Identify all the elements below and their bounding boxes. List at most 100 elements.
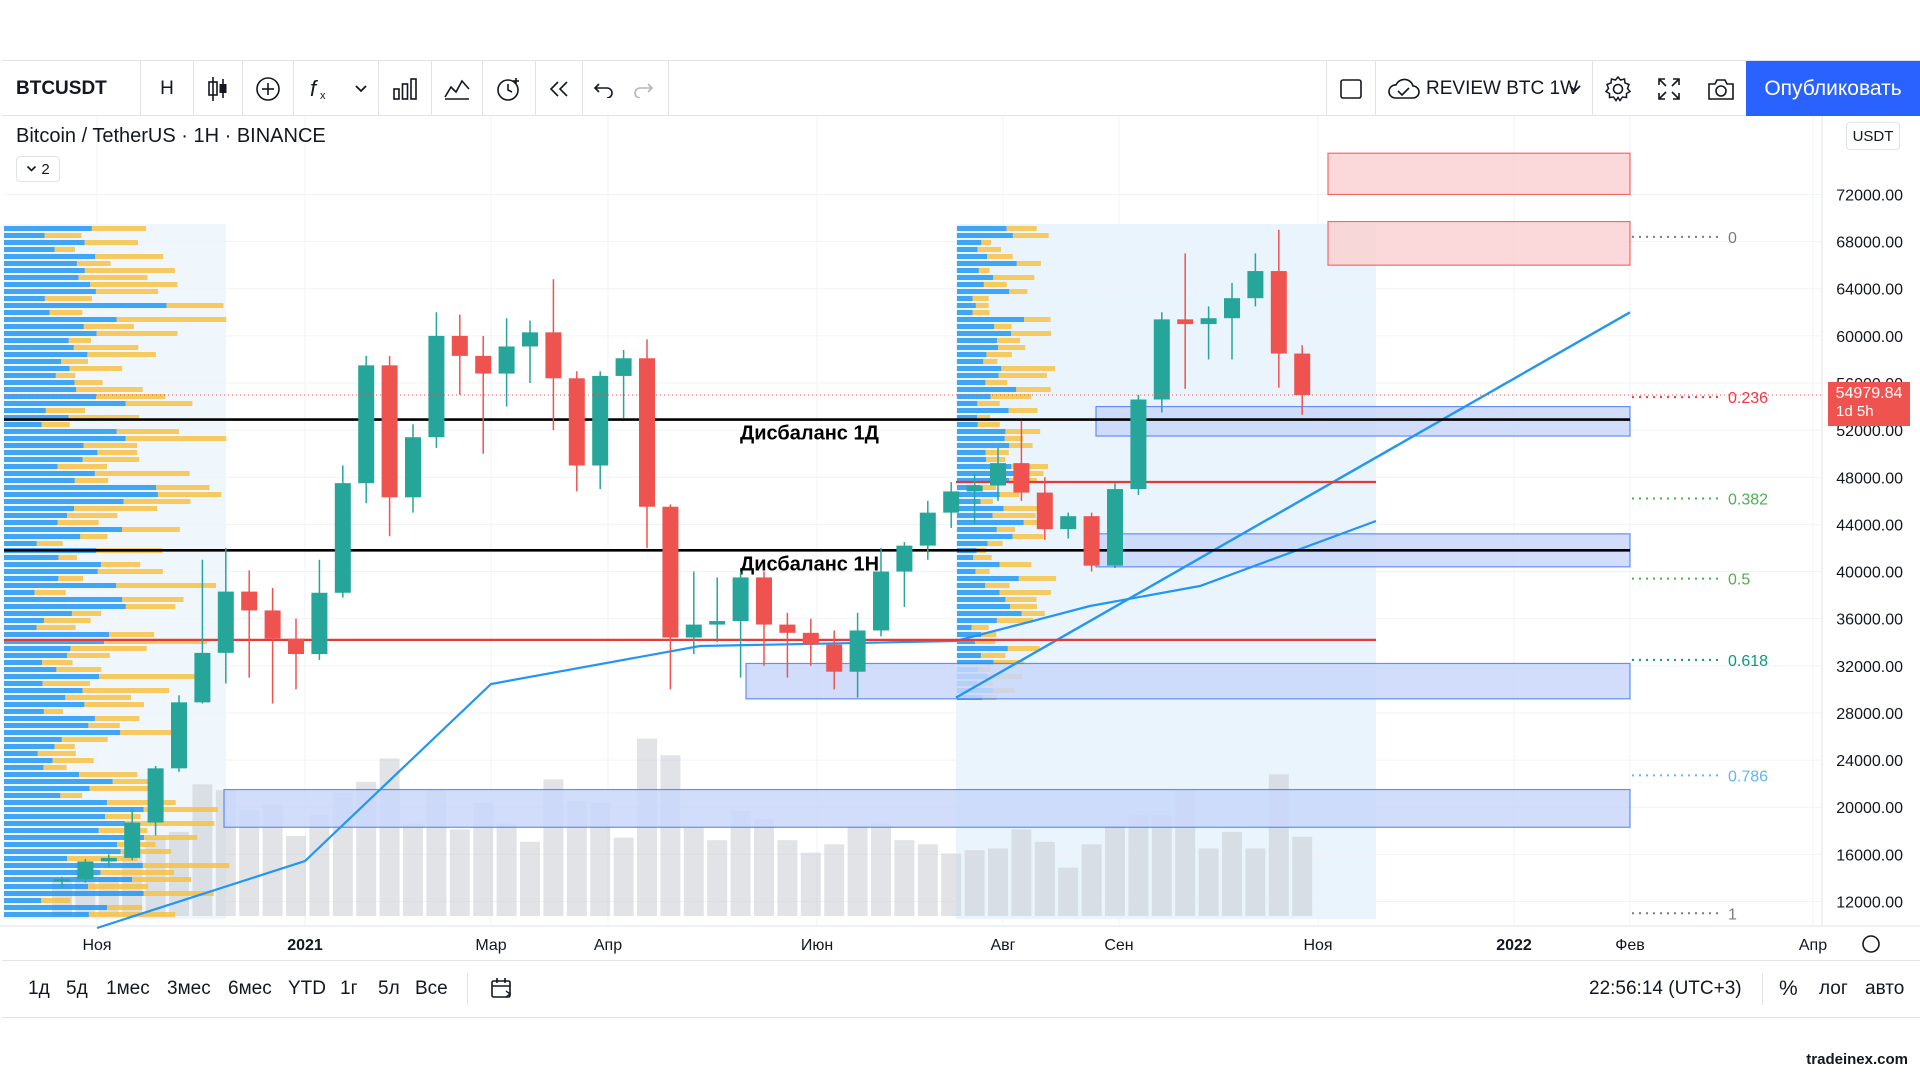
- volume-profile-left-up-495: [4, 611, 72, 616]
- y-tick-label-7: 40000.00: [1836, 565, 1903, 582]
- volume-profile-right-up-271: [957, 387, 1017, 392]
- volume-profile-left-up-453: [4, 569, 98, 574]
- compare-icon[interactable]: [243, 61, 293, 117]
- price-chart[interactable]: Дисбаланс 1Д Дисбаланс 1Н 0 0.236 0.382 0.5 0.…: [0, 116, 1920, 1015]
- chart-area[interactable]: Дисбаланс 1Д Дисбаланс 1Н 0 0.236 0.382 0.5 0.…: [0, 116, 1920, 1015]
- publish-button[interactable]: Опубликовать: [1746, 61, 1920, 117]
- percent-scale-button[interactable]: %: [1779, 977, 1798, 1000]
- volume-bar-40: [988, 848, 1008, 916]
- fullscreen-icon[interactable]: [1643, 61, 1695, 117]
- volume-profile-left-down-495: [71, 611, 102, 616]
- volume-profile-left-down-509: [36, 625, 76, 630]
- camera-screenshot-icon[interactable]: [1695, 61, 1747, 117]
- volume-profile-left-down-607: [88, 723, 120, 728]
- volume-profile-right-up-537: [957, 653, 981, 658]
- volume-profile-right-up-180: [957, 296, 973, 301]
- timezone-clock[interactable]: 22:56:14 (UTC+3): [1589, 961, 1742, 1017]
- bar-countdown: 1d 5h: [1836, 403, 1874, 420]
- layout-name-button[interactable]: REVIEW BTC 1W: [1376, 61, 1592, 117]
- volume-bar-41: [1011, 829, 1032, 916]
- volume-profile-right-down-383: [980, 499, 993, 504]
- svg-text:f: f: [310, 76, 319, 101]
- volume-profile-left-down-397: [67, 513, 118, 518]
- log-scale-button[interactable]: лог: [1819, 978, 1848, 999]
- range-button-4[interactable]: 6мес: [228, 978, 272, 999]
- currency-badge[interactable]: USDT: [1846, 122, 1900, 150]
- bottom-toolbar: 1д 5д 1мес 3мес 6мес YTD 1г 5л Все 22:56:14 (UTC…: [2, 960, 1920, 1018]
- volume-profile-right-down-495: [1021, 611, 1045, 616]
- volume-profile-right-up-530: [957, 646, 1008, 651]
- auto-scale-button[interactable]: авто: [1865, 978, 1905, 999]
- volume-profile-right-down-117: [1012, 233, 1049, 238]
- volume-profile-right-up-208: [957, 324, 995, 329]
- range-button-8[interactable]: Все: [415, 978, 448, 999]
- volume-profile-left-up-327: [4, 443, 84, 448]
- volume-profile-left-down-544: [42, 660, 73, 665]
- symbol-search[interactable]: BTCUSDT: [2, 61, 140, 117]
- undo-icon[interactable]: [585, 61, 623, 117]
- volume-profile-right-up-355: [957, 471, 1014, 476]
- range-button-6[interactable]: 1г: [340, 978, 358, 999]
- select-layout-square-icon[interactable]: [1327, 61, 1375, 117]
- volume-profile-right-up-187: [957, 303, 976, 308]
- volume-profile-left-up-166: [4, 282, 91, 287]
- volume-bar-43: [1058, 867, 1079, 916]
- volume-profile-left-up-705: [4, 821, 125, 826]
- ideas-chart-icon[interactable]: [432, 61, 482, 117]
- candle-body-0: [54, 879, 70, 882]
- indicators-collapse-button[interactable]: 2: [16, 156, 60, 182]
- volume-profile-right-down-187: [975, 303, 989, 308]
- candles-icon[interactable]: [194, 61, 242, 117]
- date-range-calendar-icon[interactable]: [490, 961, 514, 1017]
- settings-gear-icon[interactable]: [1593, 61, 1643, 117]
- volume-profile-right-up-327: [957, 443, 1010, 448]
- financials-icon[interactable]: [379, 61, 431, 117]
- volume-profile-left-up-698: [4, 814, 106, 819]
- range-button-0[interactable]: 1д: [28, 978, 50, 999]
- range-button-2[interactable]: 1мес: [106, 978, 150, 999]
- candle-body-31: [779, 624, 796, 633]
- zone-1: [1327, 220, 1631, 266]
- volume-profile-right-up-516: [957, 632, 982, 637]
- volume-profile-right-up-166: [957, 282, 984, 287]
- candle-body-47: [1153, 319, 1170, 400]
- volume-profile-left-down-257: [55, 373, 76, 378]
- volume-profile-left-down-166: [90, 282, 178, 287]
- volume-profile-left-up-579: [4, 695, 66, 700]
- volume-profile-right-up-411: [957, 527, 997, 532]
- x-tick-label-0: Ноя: [82, 937, 111, 954]
- redo-icon[interactable]: [624, 61, 662, 117]
- volume-profile-left-up-285: [4, 401, 126, 406]
- volume-profile-right-up-257: [957, 373, 999, 378]
- range-button-3[interactable]: 3мес: [167, 978, 211, 999]
- volume-profile-right-up-495: [957, 611, 1022, 616]
- volume-profile-left-down-187: [166, 303, 224, 308]
- volume-profile-left-down-369: [156, 485, 210, 490]
- moving-average-line: [96, 519, 1377, 930]
- time-axis-settings-gear-icon[interactable]: [1862, 935, 1880, 953]
- candle-body-18: [475, 355, 492, 374]
- candle-body-51: [1247, 271, 1264, 299]
- volume-bar-8: [239, 810, 260, 916]
- volume-profile-right-up-425: [957, 541, 988, 546]
- y-tick-label-5: 32000.00: [1836, 659, 1903, 676]
- volume-profile-right-up-467: [957, 583, 986, 588]
- volume-profile-right-down-341: [986, 457, 1006, 462]
- candle-body-35: [873, 571, 889, 631]
- alert-clock-icon[interactable]: [483, 61, 535, 117]
- volume-profile-right-down-397: [992, 513, 1036, 518]
- y-tick-label-13: 64000.00: [1836, 282, 1903, 299]
- volume-profile-left-down-264: [74, 380, 103, 385]
- volume-profile-left-down-656: [79, 772, 138, 777]
- volume-profile-left-up-754: [4, 870, 101, 875]
- indicator-templates-chevron-down-icon[interactable]: [344, 61, 378, 117]
- interval-button[interactable]: H: [141, 61, 193, 117]
- range-button-1[interactable]: 5д: [66, 978, 88, 999]
- replay-rewind-icon[interactable]: [536, 61, 582, 117]
- range-button-7[interactable]: 5л: [378, 978, 400, 999]
- x-tick-label-1: 2021: [287, 937, 323, 954]
- volume-profile-right-up-110: [957, 226, 1007, 231]
- range-button-5[interactable]: YTD: [288, 978, 326, 999]
- volume-profile-right-down-208: [994, 324, 1012, 329]
